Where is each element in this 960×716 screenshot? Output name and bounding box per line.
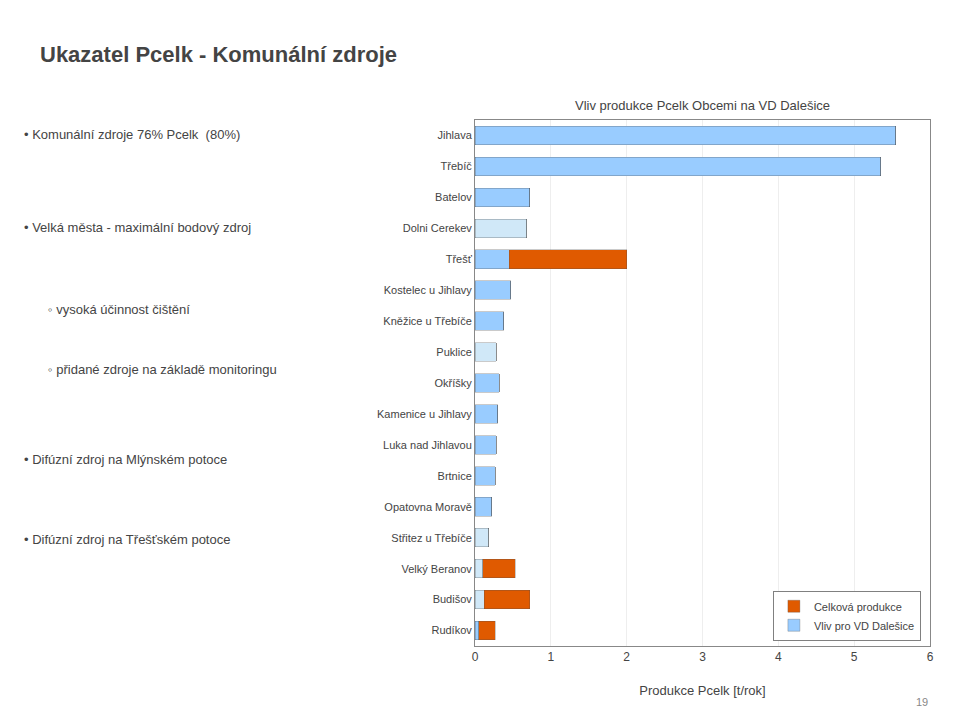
- svg-text:Vliv pro VD Dalešice: Vliv pro VD Dalešice: [814, 620, 914, 632]
- svg-text:Kamenice u Jihlavy: Kamenice u Jihlavy: [377, 408, 472, 420]
- svg-text:• Difúzní zdroj na Třešťském p: • Difúzní zdroj na Třešťském potoce: [24, 532, 230, 547]
- svg-text:3: 3: [699, 650, 706, 664]
- svg-text:19: 19: [916, 696, 928, 708]
- svg-text:• Komunální zdroje 76% Pcelk: • Komunální zdroje 76% Pcelk (80%): [24, 127, 240, 142]
- svg-text:Kostelec u Jihlavy: Kostelec u Jihlavy: [384, 284, 473, 296]
- svg-text:Budišov: Budišov: [433, 593, 473, 605]
- svg-text:• Difúzní zdroj na Mlýnském po: • Difúzní zdroj na Mlýnském potoce: [24, 452, 227, 467]
- svg-text:Batelov: Batelov: [435, 191, 472, 203]
- svg-text:Luka nad Jihlavou: Luka nad Jihlavou: [383, 439, 472, 451]
- svg-text:Velký Beranov: Velký Beranov: [401, 563, 472, 575]
- svg-text:Okříšky: Okříšky: [435, 377, 473, 389]
- svg-text:5: 5: [851, 650, 858, 664]
- svg-text:2: 2: [623, 650, 630, 664]
- svg-text:6: 6: [927, 650, 934, 664]
- svg-text:Jihlava: Jihlava: [438, 129, 473, 141]
- svg-text:Třebíč: Třebíč: [441, 160, 473, 172]
- svg-text:Opatovna Moravě: Opatovna Moravě: [384, 501, 471, 513]
- svg-text:Celková produkce: Celková produkce: [814, 601, 902, 613]
- svg-text:Rudíkov: Rudíkov: [431, 624, 472, 636]
- svg-text:Ukazatel Pcelk - Komunální zdr: Ukazatel Pcelk - Komunální zdroje: [40, 42, 397, 67]
- svg-text:4: 4: [775, 650, 782, 664]
- svg-text:Vliv produkce Pcelk Obcemi na: Vliv produkce Pcelk Obcemi na VD Dalešic…: [575, 98, 830, 113]
- svg-text:• Velká města - maximální bodo: • Velká města - maximální bodový zdroj: [24, 220, 251, 235]
- svg-text:Produkce Pcelk [t/rok]: Produkce Pcelk [t/rok]: [639, 683, 765, 698]
- svg-text:◦ vysoká účinnost čištění: ◦ vysoká účinnost čištění: [48, 302, 190, 317]
- svg-text:1: 1: [547, 650, 554, 664]
- svg-text:Brtnice: Brtnice: [438, 470, 472, 482]
- svg-text:0: 0: [472, 650, 479, 664]
- svg-text:Střitez u Třebíče: Střitez u Třebíče: [391, 532, 472, 544]
- svg-text:Puklice: Puklice: [436, 346, 471, 358]
- svg-text:Dolni Cerekev: Dolni Cerekev: [403, 222, 473, 234]
- svg-text:Kněžice u Třebíče: Kněžice u Třebíče: [383, 315, 471, 327]
- svg-text:Třešť: Třešť: [446, 253, 473, 265]
- svg-text:◦ přidané zdroje na základě mo: ◦ přidané zdroje na základě monitoringu: [48, 362, 277, 377]
